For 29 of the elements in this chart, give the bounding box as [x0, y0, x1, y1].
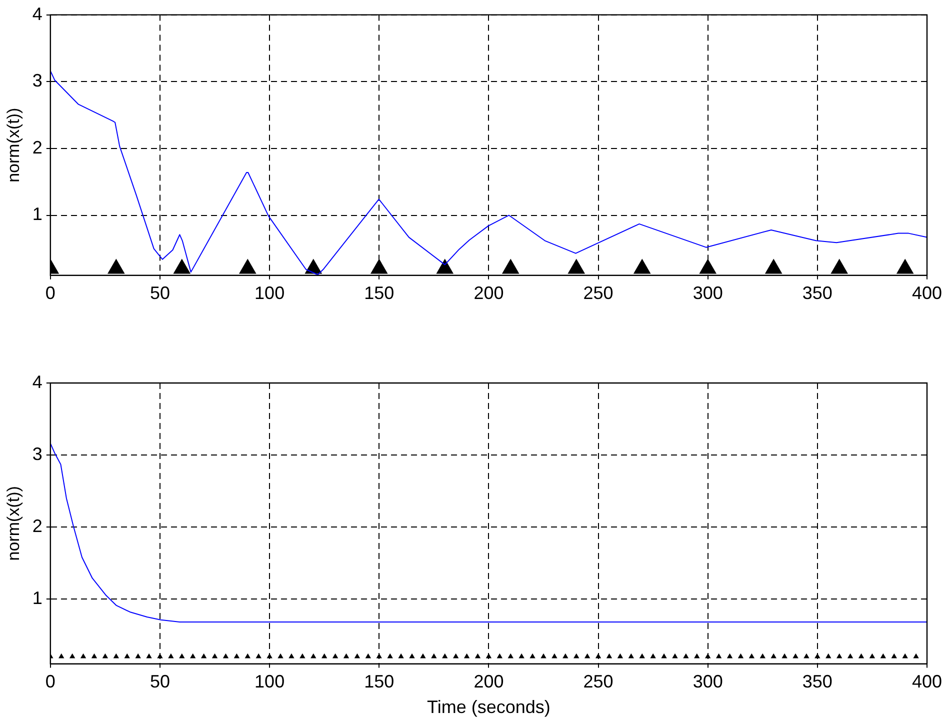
x-tick-label: 50	[150, 283, 170, 304]
x-axis-title: Time (seconds)	[427, 697, 550, 718]
x-tick-label: 300	[692, 672, 723, 692]
x-tick-label: 300	[692, 283, 723, 304]
x-tick-label: 400	[912, 672, 942, 692]
y-axis-title: norm(x(t))	[4, 108, 23, 182]
x-tick-label: 350	[802, 672, 832, 692]
x-tick-label: 250	[583, 283, 614, 304]
x-tick-label: 0	[45, 283, 56, 304]
x-tick-label: 200	[474, 283, 504, 304]
x-tick-label: 150	[364, 283, 394, 304]
y-tick-label: 2	[32, 137, 42, 158]
y-tick-label: 3	[32, 444, 42, 464]
x-tick-label: 0	[45, 672, 56, 692]
y-axis-title: norm(x(t))	[4, 486, 23, 561]
y-tick-label: 1	[32, 588, 42, 608]
x-tick-label: 400	[912, 283, 942, 304]
y-tick-label: 2	[32, 516, 42, 536]
y-tick-label: 4	[32, 4, 42, 24]
x-tick-label: 250	[583, 672, 614, 692]
x-tick-label: 350	[802, 283, 832, 304]
x-tick-label: 150	[364, 672, 394, 692]
y-tick-label: 4	[32, 372, 42, 392]
x-tick-label: 50	[150, 672, 170, 692]
x-tick-label: 100	[254, 283, 285, 304]
y-tick-label: 1	[32, 204, 42, 224]
x-tick-label: 100	[254, 672, 285, 692]
x-tick-label: 200	[474, 672, 504, 692]
y-tick-label: 3	[32, 70, 42, 91]
